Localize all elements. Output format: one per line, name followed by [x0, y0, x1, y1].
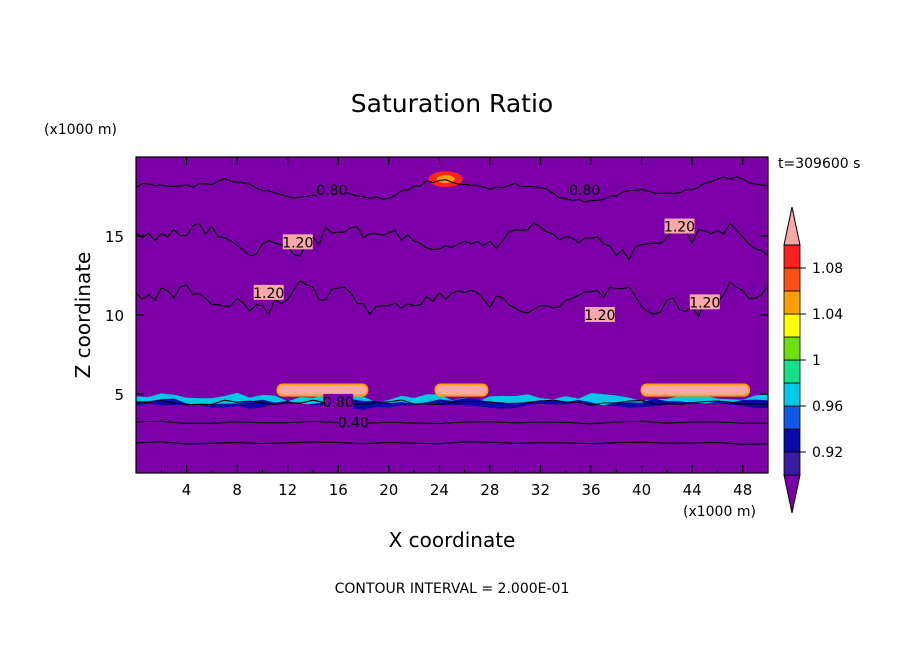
y-axis-title: Z coordinate [71, 252, 95, 379]
chart-title: Saturation Ratio [351, 89, 553, 118]
contour-label-4: 1.20 [664, 220, 695, 236]
colorbar-label-1.04: 1.04 [812, 307, 843, 323]
colorbar-swatch-7 [783, 313, 801, 338]
contour-label-bg-1 [316, 182, 347, 198]
contour-label-bg-3 [282, 234, 313, 250]
contour-label-bg-4 [664, 218, 695, 234]
x-tick-label-36: 36 [581, 481, 600, 499]
y-tick-label-15: 15 [105, 228, 124, 246]
contour-080-lower [136, 399, 768, 406]
contour-label-bg-2 [569, 182, 600, 198]
field-lens-2 [434, 383, 489, 397]
x-tick-label-16: 16 [329, 481, 348, 499]
colorbar-legend: 0.92 0.96 1 1.04 1.08 [783, 206, 843, 514]
contour-interval-note: CONTOUR INTERVAL = 2.000E-01 [335, 581, 570, 597]
x-tick-label-28: 28 [480, 481, 499, 499]
colorbar-swatch-9 [783, 267, 801, 292]
colorbar-label-0.92: 0.92 [812, 445, 843, 461]
contour-lines [136, 176, 768, 445]
colorbar-swatch-1 [783, 451, 801, 476]
contour-120-middle [136, 280, 768, 318]
colorbar-swatch-5 [783, 359, 801, 384]
colorbar-swatch-2 [783, 428, 801, 453]
contour-label-5: 1.20 [253, 286, 284, 302]
x-tick-label-40: 40 [632, 481, 651, 499]
x-tick-label-44: 44 [683, 481, 702, 499]
contour-label-bg-7 [689, 294, 720, 310]
plot-area: 0.80 0.80 1.20 1.20 1.20 1.20 1.20 0.80 0.40 [135, 156, 769, 474]
x-axis: 4 8 12 16 20 24 28 32 36 40 44 48 [160, 157, 752, 499]
x-tick-label-24: 24 [430, 481, 449, 499]
contour-label-3: 1.20 [282, 235, 313, 251]
contour-label-2: 0.80 [569, 183, 600, 199]
contour-label-6: 1.20 [584, 308, 615, 324]
contour-label-8: 0.80 [323, 395, 354, 411]
contour-120-upper [136, 222, 768, 261]
z-unit-label: (x1000 m) [44, 122, 117, 138]
x-tick-label-4: 4 [182, 481, 192, 499]
contour-label-bg-6 [584, 307, 615, 322]
x-tick-label-12: 12 [278, 481, 297, 499]
contour-labels: 0.80 0.80 1.20 1.20 1.20 1.20 1.20 0.80 0.40 [253, 182, 720, 431]
contour-label-bg-9 [338, 414, 369, 430]
field-band-bottom-dry [136, 402, 768, 473]
contour-040-bottom [136, 441, 768, 445]
x-tick-label-8: 8 [232, 481, 242, 499]
contour-label-bg-8 [323, 393, 354, 409]
y-tick-label-5: 5 [114, 386, 124, 404]
colorbar-label-1: 1 [812, 353, 821, 369]
colorbar-label-1.08: 1.08 [812, 261, 843, 277]
colorbar-under-triangle [783, 474, 801, 514]
time-label: t=309600 s [778, 156, 860, 172]
contour-label-1: 0.80 [316, 183, 347, 199]
colorbar-swatch-8 [783, 290, 801, 315]
x-tick-label-32: 32 [531, 481, 550, 499]
y-axis: 5 10 15 [105, 228, 768, 404]
colorbar-swatch-6 [783, 336, 801, 361]
x-axis-title: X coordinate [389, 528, 516, 552]
x-tick-label-48: 48 [733, 481, 752, 499]
contour-080-upper [136, 176, 768, 203]
colorbar-swatch-3 [783, 405, 801, 430]
colorbar-label-0.96: 0.96 [812, 399, 843, 415]
y-tick-label-10: 10 [105, 307, 124, 325]
saturation-field [136, 157, 768, 473]
x-tick-label-20: 20 [379, 481, 398, 499]
contour-label-9: 0.40 [338, 415, 369, 431]
contour-label-bg-5 [253, 284, 284, 300]
x-unit-label: (x1000 m) [683, 504, 756, 520]
field-lens-1 [276, 383, 369, 397]
colorbar-swatch-10 [783, 244, 801, 269]
field-lens-3 [640, 383, 751, 397]
colorbar-swatch-4 [783, 382, 801, 407]
colorbar-over-triangle [783, 206, 801, 246]
contour-label-7: 1.20 [689, 295, 720, 311]
contour-040-lower [136, 420, 768, 425]
